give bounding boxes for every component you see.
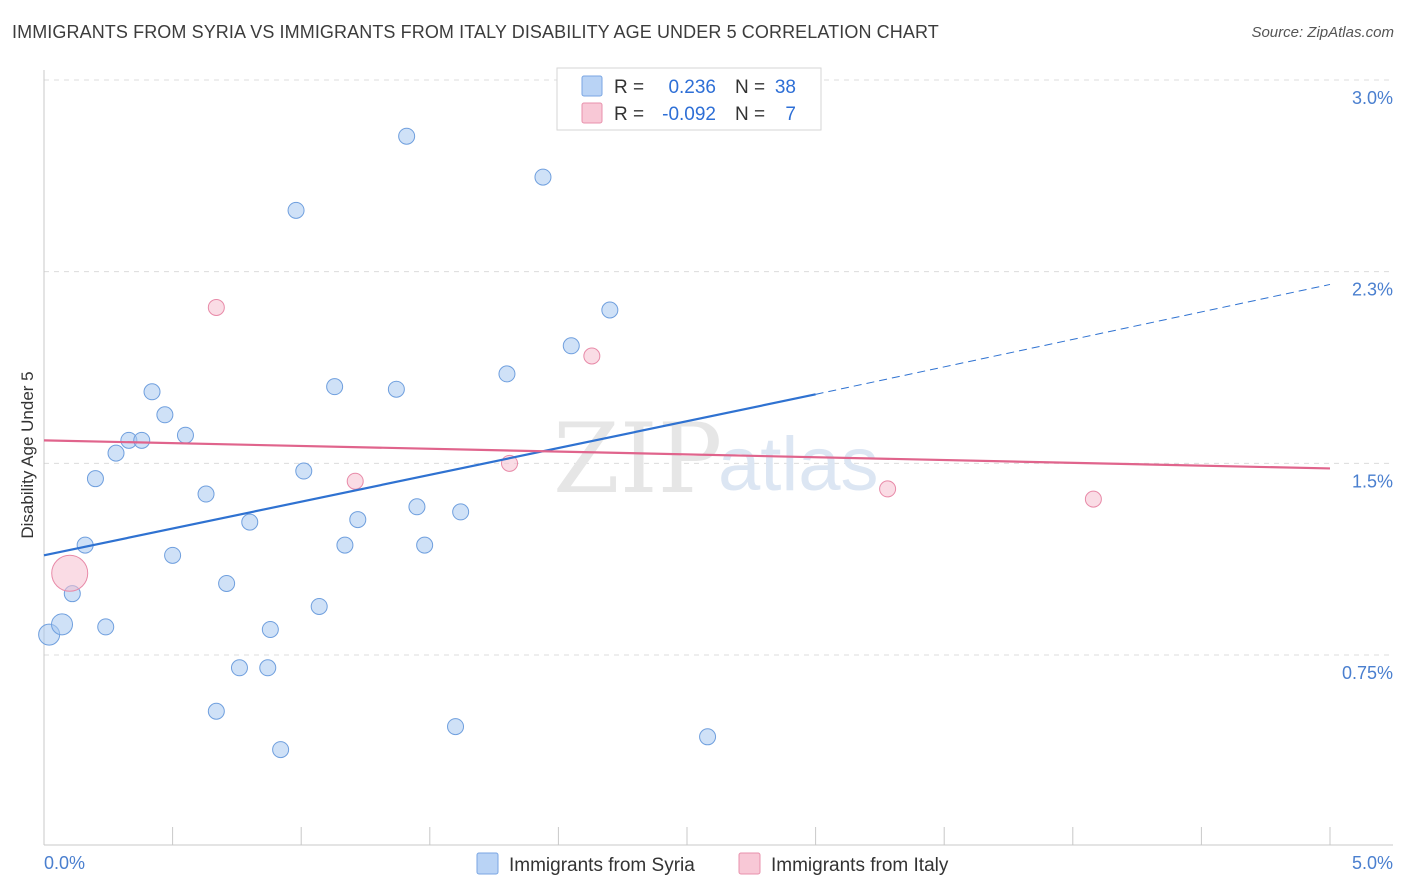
chart-title: IMMIGRANTS FROM SYRIA VS IMMIGRANTS FROM… <box>12 22 939 42</box>
syria-point <box>272 741 290 759</box>
legend-swatch-italy-icon <box>581 102 603 124</box>
syria-point <box>164 546 182 564</box>
syria-point <box>601 301 619 319</box>
axes <box>43 70 1393 846</box>
data-points <box>38 127 1102 759</box>
syria-point <box>143 383 161 401</box>
syria-point <box>261 620 279 638</box>
italy-point <box>51 554 89 592</box>
syria-point <box>176 426 194 444</box>
y-axis-title: Disability Age Under 5 <box>18 371 37 538</box>
legend-r-value-italy: -0.092 <box>662 104 716 125</box>
legend-r-label-italy: R = <box>614 104 644 125</box>
y-tick-labels: 3.0% 2.3% 1.5% 0.75% <box>1342 88 1393 683</box>
syria-point <box>133 431 151 449</box>
source-label: Source: ZipAtlas.com <box>1251 24 1394 41</box>
trend-lines <box>43 283 1331 557</box>
stats-legend: R = 0.236 N = 38 R = -0.092 N = 7 <box>556 67 822 131</box>
legend-n-label-syria: N = <box>735 77 765 98</box>
syria-point <box>408 498 426 516</box>
syria-point <box>534 168 552 186</box>
syria-point <box>207 702 225 720</box>
syria-point <box>336 536 354 554</box>
y-tick-label: 2.3% <box>1352 280 1393 300</box>
syria-point <box>562 337 580 355</box>
syria-point <box>259 659 277 677</box>
watermark-atlas: atlas <box>718 422 879 507</box>
legend-label-syria: Immigrants from Syria <box>509 855 695 876</box>
syria-point <box>97 618 115 636</box>
syria-point <box>241 513 259 531</box>
syria-point <box>326 378 344 396</box>
syria-point <box>452 503 470 521</box>
legend-n-value-italy: 7 <box>785 104 796 125</box>
legend-n-label-italy: N = <box>735 104 765 125</box>
watermark: ZIP atlas <box>553 403 879 515</box>
italy-point <box>1084 490 1102 508</box>
italy-point <box>879 480 897 498</box>
syria-point <box>218 574 236 592</box>
syria-trend-line <box>43 393 816 557</box>
syria-point <box>295 462 313 480</box>
syria-point <box>51 613 74 636</box>
syria-trend-extension <box>815 283 1331 395</box>
x-tick-label-min: 0.0% <box>44 853 85 873</box>
syria-point <box>287 201 305 219</box>
syria-point <box>107 444 125 462</box>
gridlines <box>44 79 1393 656</box>
syria-point <box>349 511 367 529</box>
syria-point <box>699 728 717 746</box>
series-legend: Immigrants from Syria Immigrants from It… <box>476 852 949 876</box>
legend-r-value-syria: 0.236 <box>668 77 716 98</box>
legend-swatch-italy-bottom-icon <box>738 852 761 875</box>
syria-point <box>310 597 328 615</box>
syria-point <box>447 718 465 736</box>
y-tick-label: 3.0% <box>1352 88 1393 108</box>
watermark-zip: ZIP <box>553 403 722 515</box>
italy-point <box>207 298 225 316</box>
italy-point <box>583 347 601 365</box>
syria-point <box>86 470 104 488</box>
x-tick-label-max: 5.0% <box>1352 853 1393 873</box>
y-tick-label: 1.5% <box>1352 471 1393 491</box>
syria-point <box>398 127 416 145</box>
legend-swatch-syria-bottom-icon <box>476 852 499 875</box>
syria-point <box>416 536 434 554</box>
syria-point <box>230 659 248 677</box>
legend-n-value-syria: 38 <box>775 77 796 98</box>
syria-point <box>156 406 174 424</box>
legend-label-italy: Immigrants from Italy <box>771 855 949 876</box>
legend-swatch-syria-icon <box>581 75 603 97</box>
italy-point <box>346 472 364 490</box>
syria-point <box>498 365 516 383</box>
y-tick-label: 0.75% <box>1342 663 1393 683</box>
syria-point <box>197 485 215 503</box>
syria-point <box>387 380 405 398</box>
legend-r-label-syria: R = <box>614 77 644 98</box>
italy-trend-line <box>43 439 1331 470</box>
